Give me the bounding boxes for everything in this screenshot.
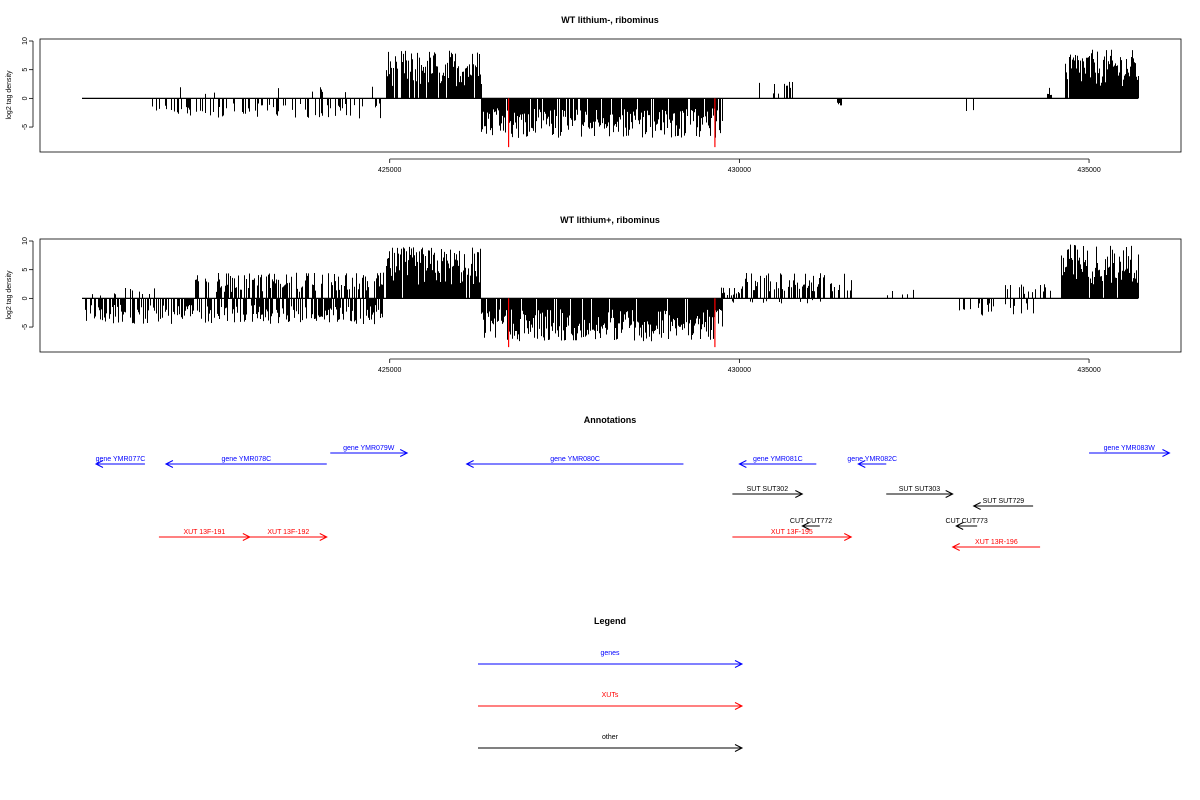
legend-label: other [602,734,619,741]
feature-arrow-head [399,449,409,457]
annotation-feature: gene YMR078C [164,456,327,468]
coverage-bars [82,49,1139,148]
annotation-feature: gene YMR082C [847,456,897,468]
feature-label: XUT 13R-196 [975,539,1018,546]
legend-arrow-head [734,744,744,752]
feature-arrow-head [857,460,866,468]
feature-arrow-head [951,543,960,551]
annotation-feature: SUT SUT729 [972,498,1034,510]
y-tick-label: 5 [22,268,29,272]
legend-label: XUTs [602,692,619,699]
feature-arrow-head [972,502,981,510]
feature-arrow-head [465,460,474,468]
y-tick-label: 10 [22,37,29,45]
y-tick-label: 0 [22,296,29,300]
legend-panel: Legend genes XUTs other [478,616,744,752]
plot-frame [39,38,1182,153]
axes: -5 0 5 10 425000 430000 435000 [22,37,1101,174]
x-tick-label: 425000 [378,167,401,174]
legend-entry: genes [478,650,744,668]
annotations-panel: Annotations gene YMR077C gene YMR078Cgene… [94,415,1171,551]
x-tick-label: 425000 [378,367,401,374]
y-axis-label: log2 tag density [6,270,13,320]
legend-entries: genes XUTs other [478,650,744,752]
feature-arrow-head [945,490,954,498]
axes: -5 0 5 10 425000 430000 435000 [22,237,1101,374]
feature-label: gene YMR080C [550,456,600,463]
feature-arrow-head [844,533,853,541]
annotation-feature: gene YMR081C [738,456,817,468]
annotation-feature: SUT SUT303 [886,486,954,498]
annotation-feature: SUT SUT302 [732,486,804,498]
feature-label: gene YMR078C [222,456,272,463]
legend-title: Legend [594,616,626,626]
legend-label: genes [600,650,620,657]
y-tick-label: 0 [22,96,29,100]
annotation-features: gene YMR077C gene YMR078C gene YMR079W gene… [94,445,1171,551]
annotation-feature: gene YMR080C [465,456,684,468]
feature-arrow-head [955,522,964,530]
feature-arrow-head [94,460,104,468]
x-tick-label: 435000 [1077,167,1100,174]
feature-arrow-head [738,460,747,468]
feature-arrow-head [795,490,804,498]
feature-label: SUT SUT302 [747,486,789,493]
panel-title: WT lithium+, ribominus [560,215,660,225]
feature-arrow-head [801,522,810,530]
annotation-feature: gene YMR083W [1089,445,1171,457]
feature-label: gene YMR077C [96,456,146,463]
legend-arrow-head [734,702,744,710]
feature-label: gene YMR082C [847,456,897,463]
coverage-panel-lithium-plus: WT lithium+, ribominus log2 tag density … [6,215,1182,374]
feature-label: XUT 13F-192 [267,529,309,536]
annotation-feature: gene YMR077C [94,456,146,468]
y-tick-label: -5 [22,124,29,130]
annotation-feature: XUT 13R-196 [951,539,1041,551]
y-tick-label: 10 [22,237,29,245]
annotation-feature: CUT CUT772 [790,518,832,530]
feature-label: SUT SUT729 [983,498,1025,505]
feature-label: SUT SUT303 [899,486,941,493]
coverage-panel-lithium-minus: WT lithium-, ribominus log2 tag density … [6,15,1182,174]
annotation-feature: CUT CUT773 [946,518,988,530]
annotation-feature: XUT 13F-191 [158,529,251,541]
feature-arrow-head [1162,449,1171,457]
y-tick-label: -5 [22,324,29,330]
plot-frame [39,238,1182,353]
annotation-feature: XUT 13F-195 [732,529,853,541]
annotation-feature: gene YMR079W [330,445,409,457]
legend-entry: XUTs [478,692,744,710]
legend-arrow-head [734,660,744,668]
feature-label: CUT CUT773 [946,518,988,525]
feature-label: gene YMR079W [343,445,395,452]
legend-entry: other [478,734,744,752]
x-tick-label: 430000 [728,367,751,374]
x-tick-label: 430000 [728,167,751,174]
annotation-feature: XUT 13F-192 [249,529,328,541]
y-axis-label: log2 tag density [6,70,13,120]
feature-label: XUT 13F-195 [771,529,813,536]
feature-arrow-head [319,533,328,541]
feature-arrow-head [164,460,174,468]
feature-arrow-head [242,533,251,541]
y-tick-label: 5 [22,68,29,72]
panel-title: WT lithium-, ribominus [561,15,659,25]
feature-label: CUT CUT772 [790,518,832,525]
feature-label: gene YMR083W [1104,445,1156,452]
x-tick-label: 435000 [1077,367,1100,374]
coverage-bars [82,244,1139,348]
annotations-title: Annotations [584,415,637,425]
feature-label: gene YMR081C [753,456,803,463]
feature-label: XUT 13F-191 [183,529,225,536]
